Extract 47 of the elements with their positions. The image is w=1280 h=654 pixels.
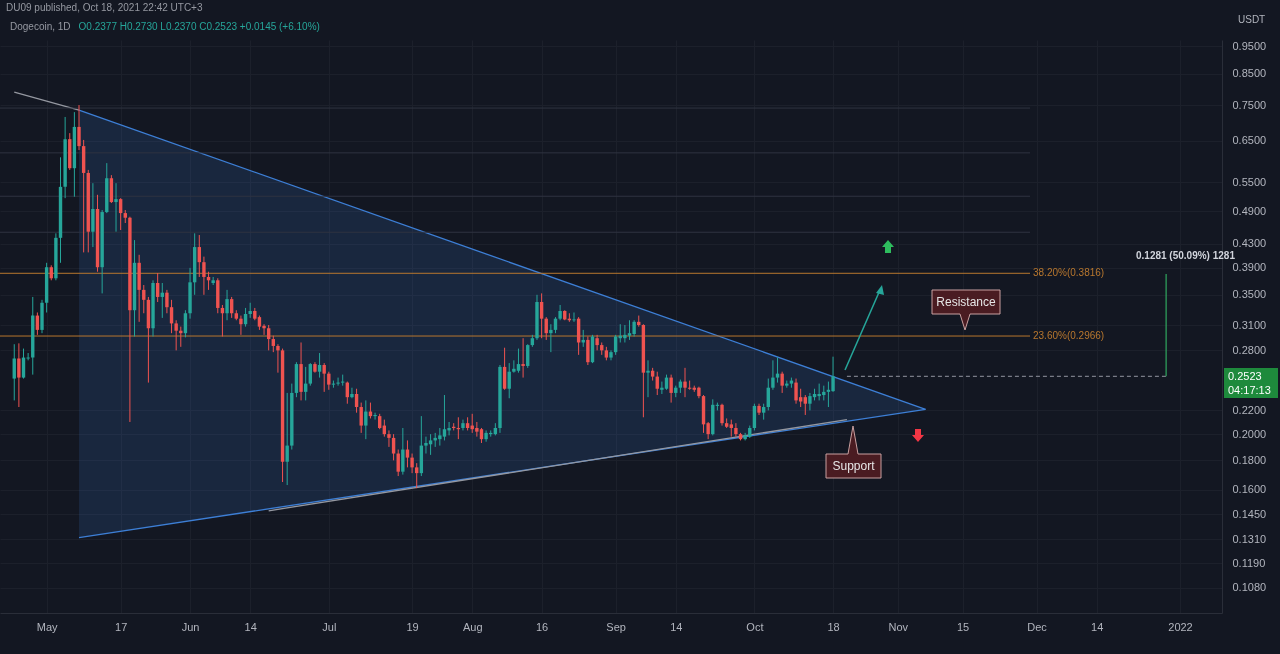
- y-tick-label: 0.5500: [1232, 175, 1267, 188]
- y-tick-label: 0.9500: [1232, 39, 1267, 52]
- x-tick-label: Jul: [322, 620, 337, 633]
- x-tick-label: Dec: [1027, 620, 1048, 633]
- text: DU09 published, Oct 18, 2021 22:42 UTC+3: [6, 2, 203, 13]
- y-tick-label: 0.1600: [1232, 483, 1267, 496]
- y-tick-label: 0.1310: [1232, 532, 1267, 545]
- y-tick-label: 0.4900: [1232, 204, 1267, 217]
- y-tick-label: 0.2000: [1232, 427, 1267, 440]
- y-tick-label: 0.1800: [1232, 453, 1267, 466]
- text: 04:17:13: [1228, 384, 1271, 396]
- y-tick-label: 0.1080: [1232, 581, 1267, 594]
- x-tick-label: 2022: [1168, 620, 1193, 633]
- x-tick-label: May: [36, 620, 59, 633]
- y-tick-label: 0.2200: [1232, 403, 1267, 416]
- x-tick-label: 19: [406, 620, 419, 633]
- x-tick-label: 17: [115, 620, 128, 633]
- y-tick-label: 0.4300: [1232, 237, 1267, 250]
- x-tick-label: 16: [535, 620, 549, 633]
- y-tick-label: 0.7500: [1232, 98, 1267, 111]
- x-tick-label: Jun: [181, 620, 200, 633]
- y-tick-label: 0.3500: [1232, 288, 1267, 301]
- x-tick-label: 14: [670, 620, 683, 633]
- y-tick-label: 0.2800: [1232, 343, 1267, 356]
- y-tick-label: 0.1450: [1232, 507, 1267, 520]
- x-tick-label: 14: [244, 620, 257, 633]
- y-axis-title: USDT: [1238, 14, 1266, 25]
- x-tick-label: Aug: [462, 620, 483, 633]
- annotation: Resistance: [935, 295, 997, 309]
- annotation: Support: [831, 459, 876, 473]
- chart-title: Dogecoin, 1D: [10, 21, 71, 32]
- chart-subtitle: O0.2377 H0.2730 L0.2370 C0.2523 +0.0145 (+6.10%): [78, 21, 320, 32]
- y-tick-label: 0.3900: [1232, 261, 1267, 274]
- annotation: 0.1281 (50.09%) 1281: [1136, 250, 1235, 261]
- x-tick-label: 15: [956, 620, 970, 633]
- y-tick-label: 0.6500: [1232, 134, 1267, 147]
- y-tick-label: 0.3100: [1232, 318, 1267, 331]
- x-tick-label: Oct: [746, 620, 764, 633]
- y-tick-label: 0.8500: [1232, 67, 1267, 80]
- text: 0.2523: [1228, 370, 1262, 382]
- x-tick-label: 14: [1091, 620, 1104, 633]
- ref-line-label: 38.20%(0.3816): [1033, 267, 1105, 279]
- ref-line-label: 23.60%(0.2966): [1033, 330, 1105, 342]
- x-tick-label: 18: [827, 620, 840, 633]
- x-tick-label: Sep: [606, 620, 626, 633]
- y-tick-label: 0.1190: [1232, 556, 1266, 569]
- x-tick-label: Nov: [888, 620, 909, 633]
